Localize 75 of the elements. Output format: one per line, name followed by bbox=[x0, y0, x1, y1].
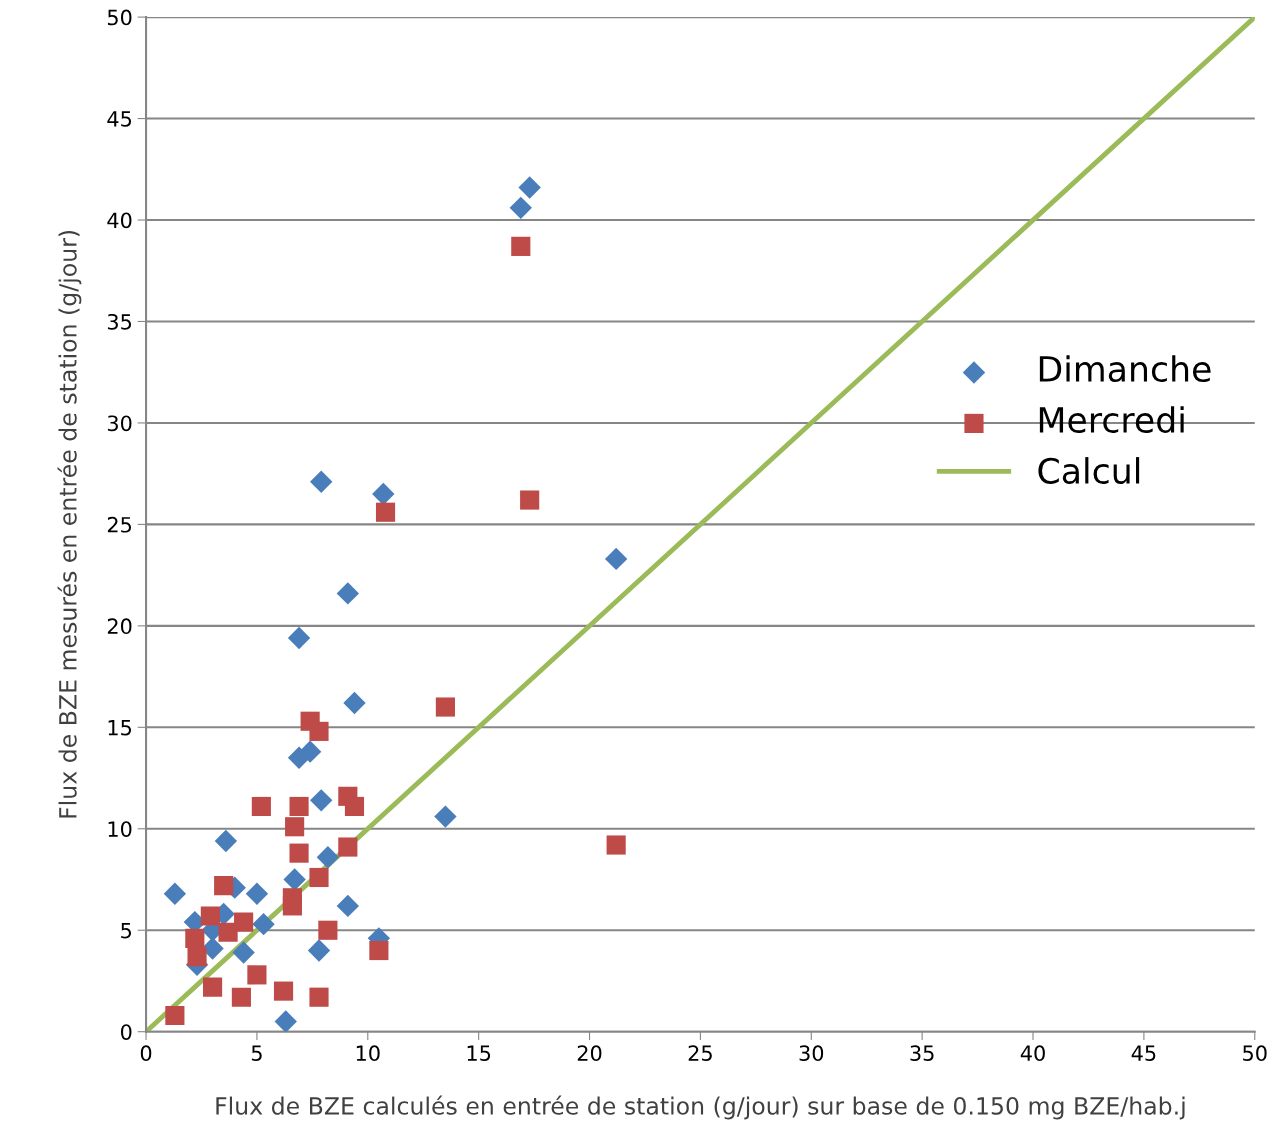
point bbox=[511, 236, 531, 256]
point bbox=[214, 829, 238, 853]
point bbox=[287, 626, 311, 650]
point bbox=[336, 582, 360, 605]
point bbox=[372, 482, 395, 506]
x-axis-title: Flux de BZE calculés en entrée de station (g/jour) sur base de 0.150 mg BZE/hab.j bbox=[216, 1095, 1185, 1120]
y-tick-label: 40 bbox=[107, 212, 132, 229]
x-tick-label: 30 bbox=[799, 1045, 824, 1062]
y-axis-title: Flux de BZE mesurés en entrée de station (g/jour) bbox=[57, 230, 82, 818]
x-tick-label: 5 bbox=[251, 1045, 262, 1062]
point bbox=[234, 912, 254, 932]
y-tick-label: 25 bbox=[107, 516, 132, 533]
point bbox=[604, 547, 628, 571]
point bbox=[309, 867, 329, 888]
point bbox=[247, 965, 267, 985]
point bbox=[289, 843, 309, 863]
point bbox=[231, 987, 251, 1007]
point bbox=[309, 987, 329, 1007]
x-tick-label: 15 bbox=[467, 1045, 491, 1062]
point bbox=[289, 796, 309, 817]
legend-label: Calcul bbox=[1038, 457, 1140, 484]
x-tick-label: 35 bbox=[910, 1045, 934, 1062]
point bbox=[252, 912, 275, 936]
point bbox=[310, 470, 333, 493]
point bbox=[307, 939, 331, 962]
x-tick-label: 0 bbox=[140, 1045, 152, 1062]
point bbox=[318, 920, 338, 940]
point bbox=[309, 721, 329, 741]
point bbox=[232, 941, 255, 964]
y-tick-label: 45 bbox=[107, 111, 132, 127]
point bbox=[606, 835, 626, 855]
point bbox=[203, 977, 223, 997]
y-tick-label: 35 bbox=[107, 313, 132, 330]
y-tick-label: 50 bbox=[107, 9, 132, 26]
point bbox=[165, 1005, 185, 1026]
point bbox=[298, 740, 322, 763]
point bbox=[185, 928, 205, 948]
y-tick-label: 5 bbox=[121, 922, 132, 939]
x-tick-label: 20 bbox=[577, 1045, 602, 1062]
point bbox=[283, 868, 306, 891]
point bbox=[245, 882, 269, 905]
point bbox=[435, 697, 455, 717]
x-tick-label: 25 bbox=[688, 1045, 712, 1062]
point bbox=[343, 691, 366, 715]
point bbox=[509, 196, 532, 220]
point bbox=[369, 940, 389, 961]
point bbox=[163, 882, 187, 905]
point bbox=[375, 502, 396, 522]
y-tick-label: 20 bbox=[107, 618, 132, 635]
point bbox=[344, 796, 365, 817]
point bbox=[273, 981, 294, 1001]
point bbox=[310, 789, 333, 812]
x-tick-label: 50 bbox=[1243, 1045, 1267, 1062]
point bbox=[200, 906, 220, 926]
x-tick-label: 40 bbox=[1020, 1045, 1045, 1062]
point bbox=[187, 947, 207, 967]
point bbox=[520, 490, 540, 510]
point bbox=[251, 796, 271, 817]
point bbox=[274, 1010, 297, 1032]
y-tick-label: 10 bbox=[108, 821, 132, 837]
legend-label: Mercredi bbox=[1039, 406, 1184, 434]
point bbox=[434, 805, 457, 828]
point bbox=[336, 894, 360, 918]
point bbox=[338, 837, 358, 857]
x-tick-label: 10 bbox=[356, 1045, 380, 1062]
y-tick-label: 30 bbox=[107, 415, 132, 432]
point bbox=[285, 817, 305, 837]
x-tick-label: 45 bbox=[1131, 1045, 1156, 1062]
point bbox=[316, 845, 340, 869]
point bbox=[518, 176, 541, 199]
point bbox=[214, 876, 234, 896]
legend-label: Dimanche bbox=[1039, 355, 1211, 383]
point bbox=[282, 896, 302, 916]
y-tick-label: 15 bbox=[108, 720, 132, 736]
y-tick-label: 0 bbox=[120, 1024, 132, 1040]
